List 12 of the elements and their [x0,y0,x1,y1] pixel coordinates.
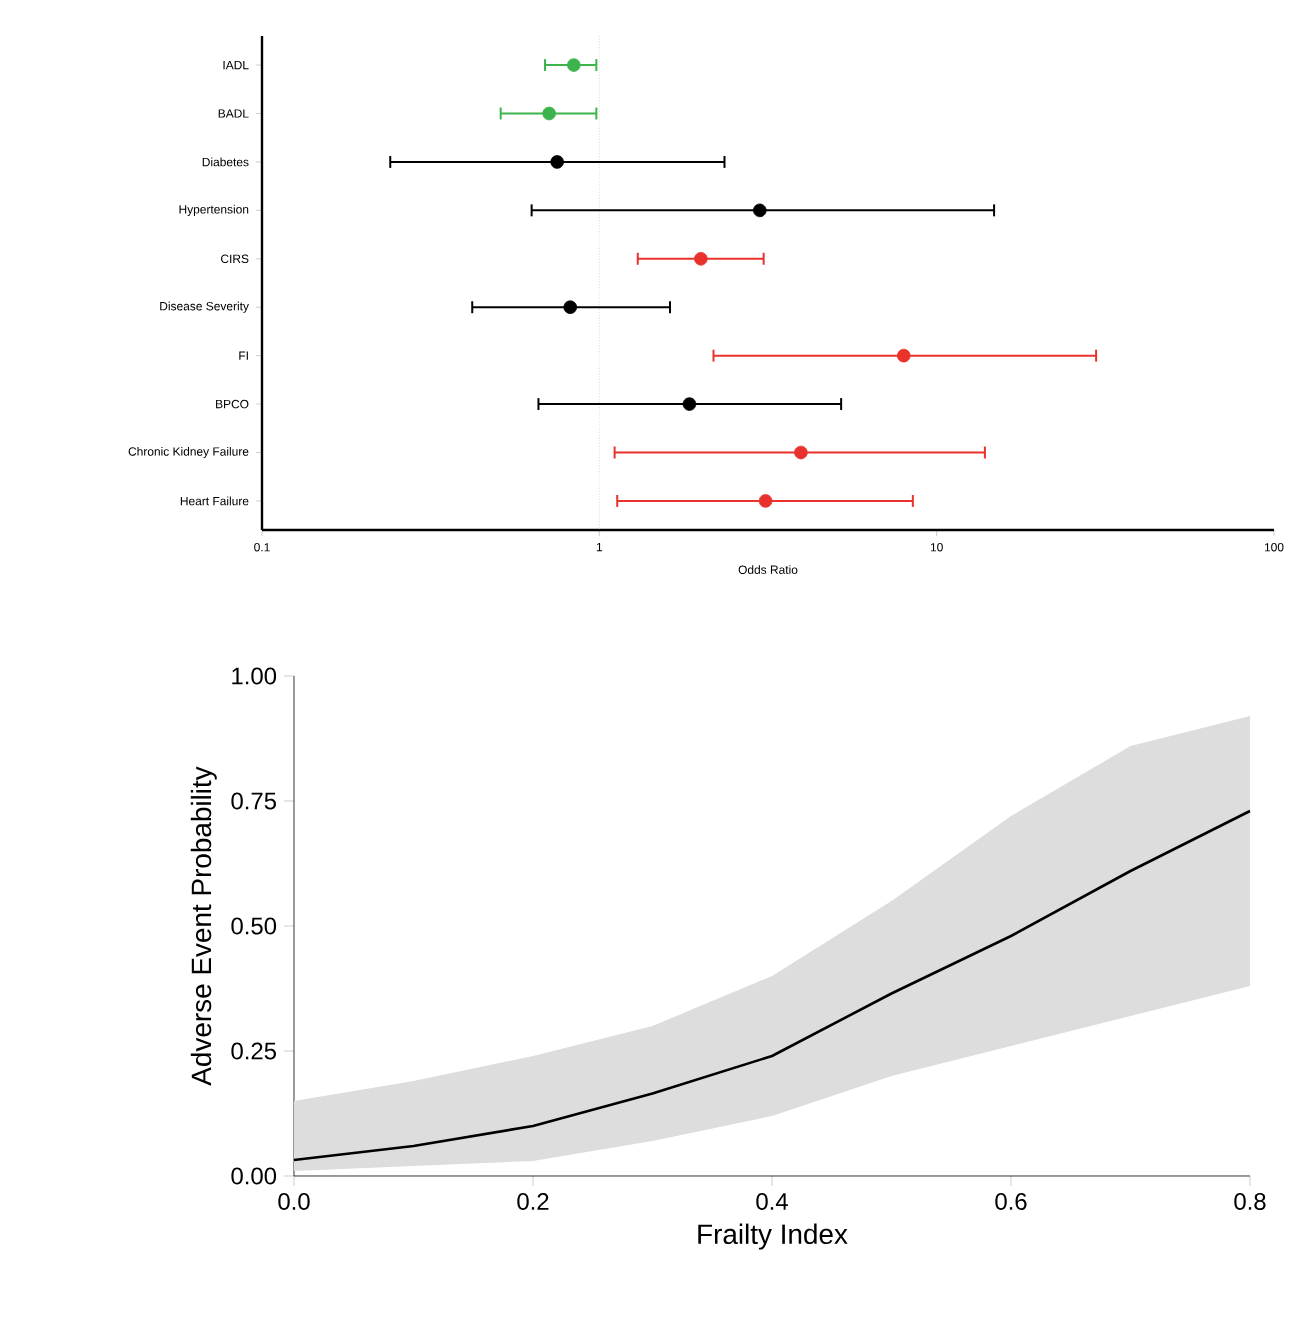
x-tick-label: 0.0 [278,1193,310,1210]
x-tick-label: 0.4 [756,1193,788,1210]
y-tick-label: 0.25 [231,1042,276,1060]
x-tick-label: 0.8 [1234,1193,1266,1210]
y-tick-label: 0.50 [231,917,276,935]
x-axis-title: Frailty Index [698,1223,848,1250]
y-tick-label: 1.00 [231,667,276,685]
y-tick-label: 0.00 [231,1167,276,1185]
x-tick-label: 0.6 [995,1193,1027,1210]
x-tick-label: 0.2 [517,1193,549,1210]
y-tick-label: 0.75 [231,792,276,810]
y-axis-title: Adverse Event Probability [190,766,217,1086]
